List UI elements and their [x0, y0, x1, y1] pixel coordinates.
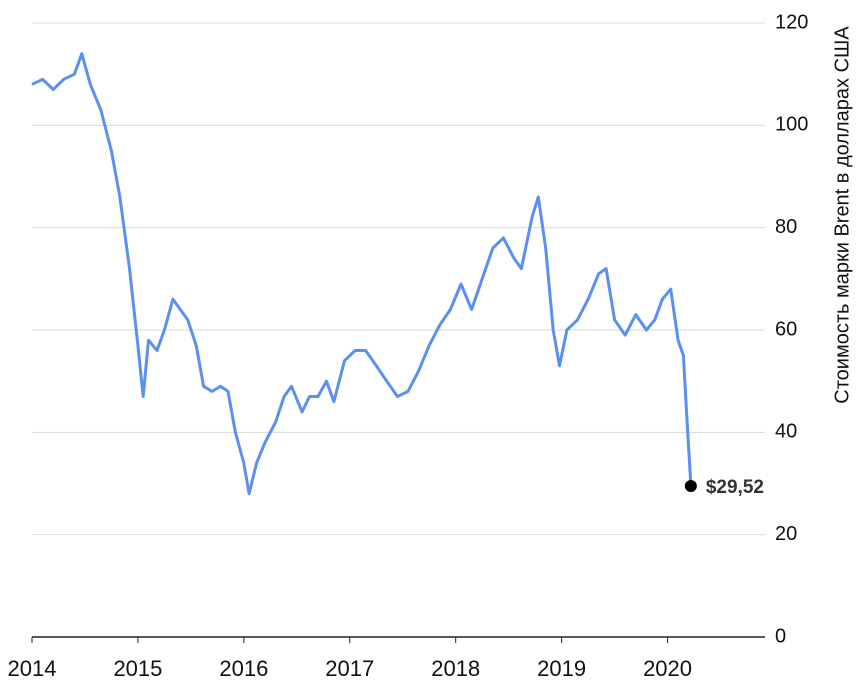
- x-tick-label: 2017: [325, 656, 374, 681]
- y-tick-label: 40: [775, 421, 797, 443]
- annotation-label: $29,52: [706, 477, 764, 498]
- y-tick-label: 120: [775, 11, 808, 33]
- y-tick-label: 100: [775, 114, 808, 136]
- y-tick-label: 0: [775, 625, 786, 647]
- y-tick-label: 20: [775, 523, 797, 545]
- y-tick-label: 80: [775, 216, 797, 238]
- x-tick-label: 2016: [219, 656, 268, 681]
- y-axis-label: Стоимость марки Brent в долларах США: [831, 26, 853, 404]
- x-tick-label: 2019: [537, 656, 586, 681]
- x-tick-label: 2018: [431, 656, 480, 681]
- y-tick-label: 60: [775, 318, 797, 340]
- end-point: [684, 479, 697, 492]
- price-line: [31, 52, 693, 496]
- x-tick-label: 2015: [113, 656, 162, 681]
- x-tick-label: 2020: [643, 656, 692, 681]
- x-tick-label: 2014: [8, 656, 57, 681]
